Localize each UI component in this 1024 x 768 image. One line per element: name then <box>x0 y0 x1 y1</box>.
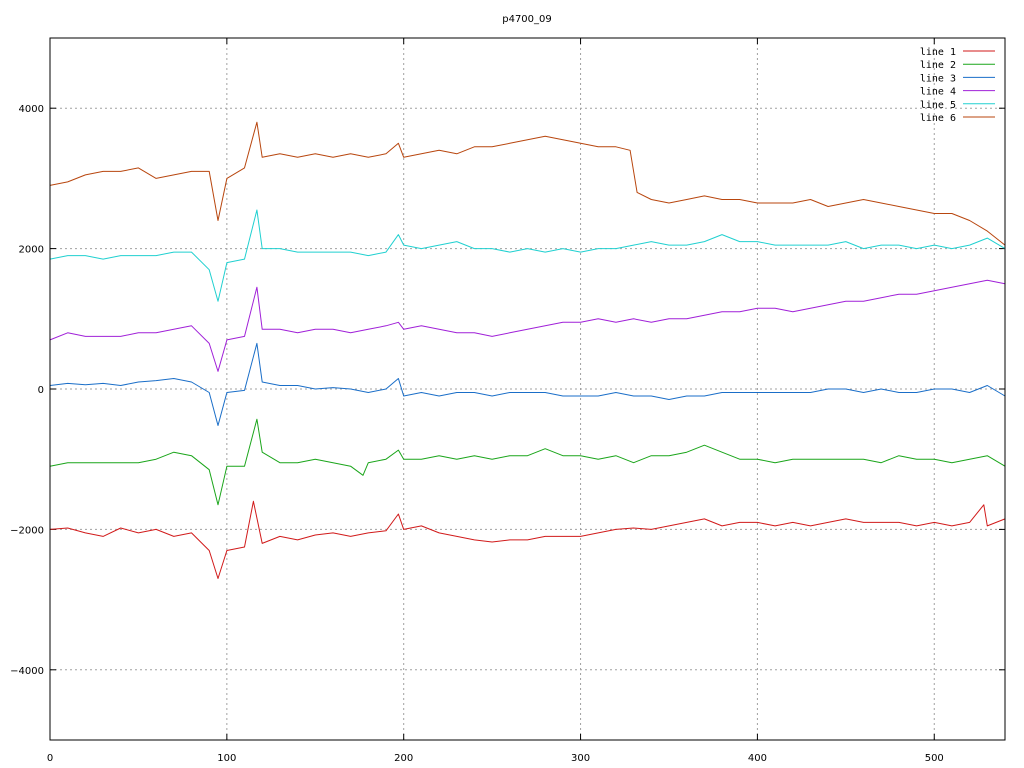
series-line-1 <box>49 500 1006 579</box>
y-tick-label: −4000 <box>10 666 44 677</box>
legend-label: line 6 <box>920 113 956 124</box>
x-tick-label: 300 <box>571 753 590 764</box>
legend-entry: line 1 <box>920 47 995 58</box>
legend-entry: line 6 <box>920 113 995 124</box>
legend-label: line 1 <box>920 47 956 58</box>
y-tick-label: 4000 <box>19 104 44 115</box>
legend-label: line 3 <box>920 73 956 84</box>
legend-label: line 2 <box>920 60 956 71</box>
x-tick-label: 500 <box>925 753 944 764</box>
x-tick-label: 400 <box>748 753 767 764</box>
grid-lines <box>50 38 1005 740</box>
legend-entry: line 2 <box>920 60 995 71</box>
legend-entry: line 5 <box>920 100 995 111</box>
series-line-3 <box>49 342 1006 426</box>
series-line-2 <box>49 418 1006 506</box>
x-tick-label: 0 <box>47 753 53 764</box>
x-tick-label: 200 <box>394 753 413 764</box>
legend: line 1 line 2 line 3 line 4 line 5 line 6 <box>920 47 995 124</box>
y-tick-label: 2000 <box>19 245 44 256</box>
chart-title: p4700_09 <box>502 14 552 25</box>
legend-label: line 4 <box>920 87 956 98</box>
legend-entry: line 4 <box>920 87 995 98</box>
y-tick-label: −2000 <box>10 525 44 536</box>
y-tick-label: 0 <box>38 385 44 396</box>
x-tick-label: 100 <box>217 753 236 764</box>
series-lines <box>49 121 1006 579</box>
x-axis-ticks: 0 100 200 300 400 500 <box>47 38 944 764</box>
series-line-4 <box>49 279 1006 372</box>
series-line-5 <box>49 209 1006 302</box>
series-line-6 <box>49 121 1006 246</box>
plot-frame <box>49 37 1006 741</box>
legend-label: line 5 <box>920 100 956 111</box>
legend-entry: line 3 <box>920 73 995 84</box>
